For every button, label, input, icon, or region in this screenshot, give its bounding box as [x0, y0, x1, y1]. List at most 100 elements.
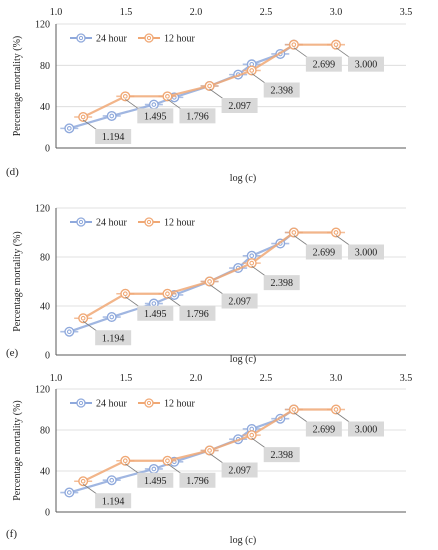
- data-label-leader: [82, 483, 98, 495]
- y-tick-label: 0: [45, 508, 50, 519]
- panel-label: (e): [6, 347, 19, 359]
- data-label: 3.000: [355, 60, 378, 71]
- legend-marker: [144, 33, 154, 43]
- data-point-12-hour: [78, 111, 89, 122]
- data-label-leader: [82, 320, 98, 332]
- data-label-box: [95, 330, 132, 346]
- data-label-leader: [209, 284, 224, 295]
- data-label-leader: [167, 463, 182, 475]
- data-label-leader: [167, 296, 182, 308]
- x-tick-label: 2.5: [260, 373, 273, 384]
- legend-marker-core: [78, 35, 84, 41]
- y-tick-label: 40: [40, 102, 50, 113]
- legend-marker-core: [146, 35, 152, 41]
- data-point-core: [333, 407, 339, 412]
- x-tick-label: 1.0: [50, 7, 63, 18]
- x-tick-label: 1.5: [120, 7, 133, 18]
- data-label-box: [221, 98, 258, 113]
- data-label-leader: [335, 47, 351, 58]
- data-point-core: [66, 329, 72, 335]
- y-tick-label: 80: [40, 426, 50, 437]
- data-label: 1.194: [102, 496, 125, 507]
- data-point-core: [207, 83, 212, 89]
- x-tick-label: 3.5: [400, 7, 413, 18]
- x-tick-label: 3.0: [330, 7, 343, 18]
- series-line-12-hour: [82, 408, 336, 483]
- chart-panel-e: 0 40 80 120 1.0 1.5 2.0 2.5 3.0 3.5 Percentage mor…: [6, 204, 412, 385]
- data-label: 2.699: [313, 60, 336, 71]
- data-point-core: [165, 291, 170, 297]
- x-tick-label: 2.5: [260, 7, 273, 18]
- chart-panel-f: 0 40 80 120 Percentage mortality (%) log (c) (…: [6, 385, 406, 546]
- legend-marker: [76, 398, 86, 408]
- data-label: 2.398: [270, 86, 293, 97]
- data-point-12-hour: [331, 39, 342, 50]
- data-label-box: [348, 244, 384, 260]
- y-tick-label: 0: [45, 351, 50, 362]
- panel-label: (d): [6, 166, 19, 178]
- x-tick-label: 3.0: [330, 373, 343, 384]
- data-point-core: [165, 93, 170, 99]
- data-label: 2.699: [313, 425, 336, 436]
- data-label-box: [221, 462, 258, 478]
- data-point-24-hour: [106, 312, 117, 323]
- data-label: 1.796: [186, 309, 209, 320]
- data-label-leader: [293, 412, 309, 423]
- data-label-leader: [251, 73, 266, 84]
- data-point-12-hour: [288, 404, 299, 415]
- data-point-core: [109, 477, 115, 483]
- data-point-12-hour: [120, 288, 131, 299]
- data-label-leader: [125, 463, 140, 475]
- legend-marker: [144, 217, 154, 227]
- legend-marker-core: [146, 219, 152, 225]
- data-point-12-hour: [288, 227, 299, 238]
- y-axis-label: Percentage mortality (%): [12, 231, 23, 332]
- data-label-leader: [251, 437, 266, 449]
- data-label-box: [348, 56, 384, 72]
- legend-label: 24 hour: [96, 34, 128, 45]
- y-tick-label: 120: [35, 204, 50, 215]
- data-label-leader: [82, 119, 98, 131]
- data-label-box: [263, 447, 300, 463]
- data-point-12-hour: [162, 288, 173, 299]
- data-point-core: [207, 448, 212, 453]
- data-point-core: [66, 490, 72, 495]
- y-tick-label: 40: [40, 467, 50, 478]
- data-point-24-hour: [106, 110, 117, 121]
- data-point-core: [291, 407, 297, 412]
- data-point-core: [151, 466, 157, 472]
- data-label-box: [179, 108, 216, 124]
- legend-label: 24 hour: [96, 218, 128, 229]
- data-label: 2.398: [270, 450, 293, 461]
- x-tick-label: 2.0: [190, 373, 203, 384]
- data-label: 2.097: [228, 297, 251, 308]
- data-point-12-hour: [246, 65, 257, 76]
- data-label: 1.796: [186, 111, 209, 122]
- data-label-box: [137, 472, 174, 488]
- data-label-leader: [293, 235, 309, 246]
- data-label-box: [263, 275, 300, 291]
- data-point-core: [291, 42, 297, 48]
- data-point-24-hour: [64, 487, 75, 498]
- x-tick-label: 1.5: [120, 373, 133, 384]
- data-point-12-hour: [78, 476, 89, 487]
- y-tick-label: 0: [45, 144, 50, 155]
- data-label: 2.097: [228, 101, 251, 112]
- data-point-core: [122, 291, 128, 297]
- data-label-leader: [209, 88, 224, 100]
- data-label-leader: [125, 99, 140, 110]
- data-label-box: [137, 305, 174, 321]
- data-label: 1.796: [186, 476, 209, 487]
- data-point-12-hour: [162, 455, 173, 466]
- y-tick-label: 80: [40, 61, 50, 72]
- data-point-core: [333, 230, 339, 235]
- data-point-core: [122, 93, 128, 99]
- data-point-core: [66, 126, 72, 131]
- data-point-24-hour: [148, 99, 159, 110]
- data-point-12-hour: [246, 258, 257, 269]
- data-label-box: [305, 421, 342, 437]
- data-label-leader: [167, 99, 182, 110]
- data-label-box: [221, 293, 258, 309]
- x-axis-label: log (c): [230, 535, 256, 546]
- data-label-leader: [293, 47, 309, 58]
